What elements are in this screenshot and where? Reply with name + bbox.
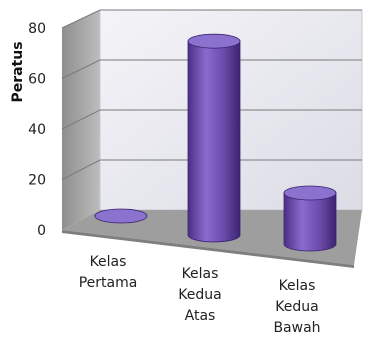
chart-floor-front bbox=[62, 230, 354, 268]
y-tick-label: 40 bbox=[28, 122, 46, 138]
category-label: Kelas Kedua Atas bbox=[178, 266, 221, 324]
category-labels: Kelas Pertama Kelas Kedua Atas Kelas Kedua Bawa… bbox=[79, 254, 321, 336]
category-label: Kelas Pertama bbox=[79, 254, 138, 291]
bars bbox=[94, 33, 337, 252]
y-tick-label: 20 bbox=[28, 173, 46, 189]
gridline bbox=[61, 159, 362, 180]
y-axis-ticks: 0 20 40 60 80 bbox=[28, 21, 46, 239]
bar bbox=[187, 33, 241, 243]
gridline bbox=[61, 9, 362, 29]
category-label: Kelas Kedua Bawah bbox=[273, 278, 320, 336]
gridline bbox=[61, 109, 362, 130]
bar bbox=[94, 208, 148, 224]
y-tick-label: 0 bbox=[37, 223, 46, 239]
y-tick-label: 80 bbox=[28, 21, 46, 37]
y-tick-label: 60 bbox=[28, 72, 46, 88]
gridlines bbox=[61, 9, 362, 180]
y-axis-label: Peratus bbox=[10, 41, 26, 102]
gridline bbox=[61, 59, 362, 79]
bar bbox=[283, 185, 337, 252]
